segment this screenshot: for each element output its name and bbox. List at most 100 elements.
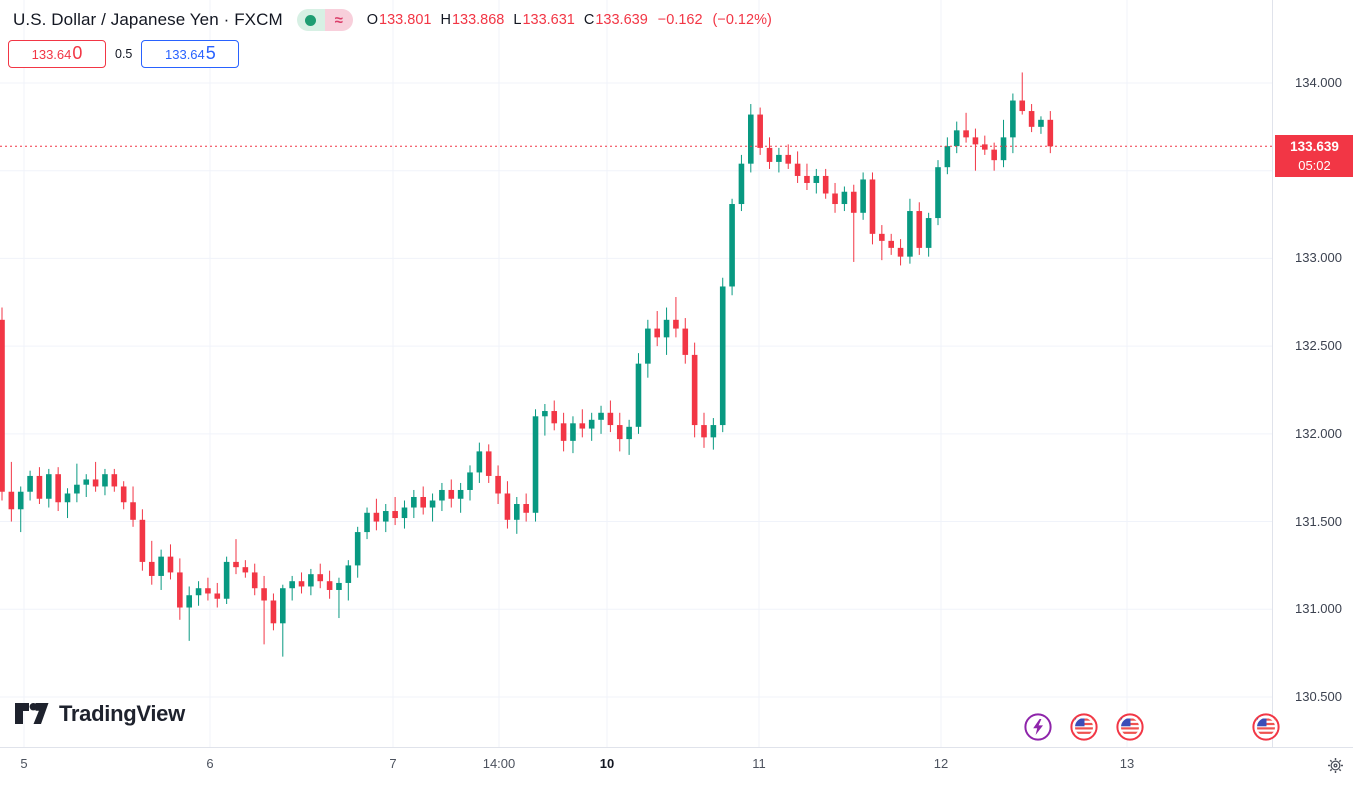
ask-pip-digit: 5 (205, 43, 216, 63)
time-tick-label: 14:00 (482, 756, 516, 771)
high-label: H (440, 12, 451, 28)
candlestick-chart[interactable] (0, 0, 1272, 747)
candle-body (251, 572, 258, 589)
candle-body (495, 475, 501, 494)
candle-body (682, 328, 689, 355)
tradingview-wordmark: TradingView (59, 700, 185, 726)
candle-body (514, 504, 520, 520)
candle-body (8, 491, 15, 510)
candle-body (1019, 100, 1026, 112)
candle-body (420, 496, 426, 508)
bid-pip-digit: 0 (72, 43, 83, 63)
symbol-title[interactable]: U.S. Dollar / Japanese Yen · FXCM (13, 10, 283, 29)
candle-body (373, 512, 380, 522)
last-price-value: 133.639 (1290, 139, 1339, 155)
candle-body (205, 588, 211, 594)
candle-body (738, 163, 745, 205)
candle-body (523, 504, 529, 513)
candle-body (935, 167, 941, 219)
candle-body (64, 493, 71, 503)
economic-event-us-flag-icon[interactable] (1252, 713, 1280, 741)
candle-body (832, 193, 838, 205)
economic-event-lightning-icon[interactable] (1024, 713, 1052, 741)
candle-body (579, 423, 586, 429)
candle-body (270, 600, 277, 624)
candle-body (542, 411, 548, 417)
market-open-dot-icon (296, 9, 325, 31)
candle-body (850, 191, 857, 213)
price-tick-label: 131.000 (1295, 601, 1342, 617)
candle-body (701, 425, 707, 438)
open-label: O (366, 12, 379, 28)
ohlc-values: O 133.801 H 133.868 L 133.631 C 133.639 −0.1… (367, 12, 772, 28)
candle-body (748, 114, 754, 164)
candle-body (663, 319, 670, 338)
candle-body (298, 581, 305, 587)
candle-body (757, 114, 763, 148)
candle-body (326, 581, 333, 590)
candle-body (691, 354, 698, 426)
candle-body (860, 179, 866, 213)
candle-body (102, 474, 108, 487)
candle-body (467, 472, 473, 490)
candle-body (822, 175, 829, 194)
spread-value: 0.5 (115, 47, 133, 61)
time-axis[interactable]: 5 6 7 14:00 10 11 12 13 (0, 747, 1353, 785)
candle-body (972, 137, 979, 145)
close-label: C (583, 12, 595, 28)
candle-body (719, 286, 726, 426)
candle-body (944, 146, 951, 168)
candle-body (364, 512, 370, 533)
candle-body (167, 556, 174, 573)
candle-body (392, 511, 398, 519)
candle-body (448, 489, 455, 499)
candle-body (607, 412, 614, 426)
time-tick-label: 7 (389, 756, 397, 771)
delayed-data-icon: ≈ (324, 9, 353, 31)
candle-body (645, 328, 651, 364)
chart-pane[interactable] (0, 0, 1272, 747)
candle-body (17, 491, 24, 510)
candle-body (158, 556, 164, 576)
ask-button[interactable]: 133.64 5 (141, 40, 240, 68)
market-status-pill[interactable]: ≈ (296, 9, 353, 31)
candle-body (457, 489, 464, 499)
candle-body (411, 496, 417, 508)
price-tick-label: 133.000 (1295, 250, 1342, 266)
candle-body (504, 493, 511, 520)
bid-ask-row: 133.64 0 0.5 133.64 5 (8, 40, 240, 68)
ask-price: 133.64 (165, 47, 205, 62)
price-tick-label: 131.500 (1295, 513, 1342, 529)
candle-body (261, 588, 267, 601)
candle-body (710, 425, 717, 438)
candle-body (27, 475, 33, 492)
candle-body (130, 502, 136, 520)
candle-body (280, 588, 286, 624)
candle-body (598, 412, 604, 420)
economic-event-us-flag-icon[interactable] (1116, 713, 1144, 741)
candle-body (963, 130, 969, 138)
bid-button[interactable]: 133.64 0 (8, 40, 106, 68)
close-value: 133.639 (595, 12, 648, 28)
price-axis[interactable]: 134.000133.500133.000132.500132.000131.5… (1272, 0, 1353, 747)
open-value: 133.801 (379, 12, 432, 28)
time-tick-label: 6 (206, 756, 214, 771)
candle-body (1038, 119, 1044, 127)
candle-body (195, 588, 202, 596)
candle-body (345, 565, 352, 583)
time-tick-label: 11 (752, 756, 766, 771)
candle-body (354, 532, 361, 566)
candle-body (776, 154, 782, 162)
tradingview-logo[interactable]: TradingView (15, 700, 185, 727)
axis-settings-gear-icon[interactable] (1323, 753, 1347, 777)
candle-body (1028, 111, 1035, 127)
time-tick-label: 12 (933, 756, 949, 771)
candle-body (223, 561, 230, 599)
price-tick-label: 132.500 (1295, 338, 1342, 354)
candle-body (317, 574, 324, 582)
candle-body (1000, 137, 1007, 161)
low-label: L (513, 12, 522, 28)
high-value: 133.868 (451, 12, 505, 28)
economic-event-us-flag-icon[interactable] (1070, 713, 1098, 741)
candle-body (673, 319, 679, 329)
